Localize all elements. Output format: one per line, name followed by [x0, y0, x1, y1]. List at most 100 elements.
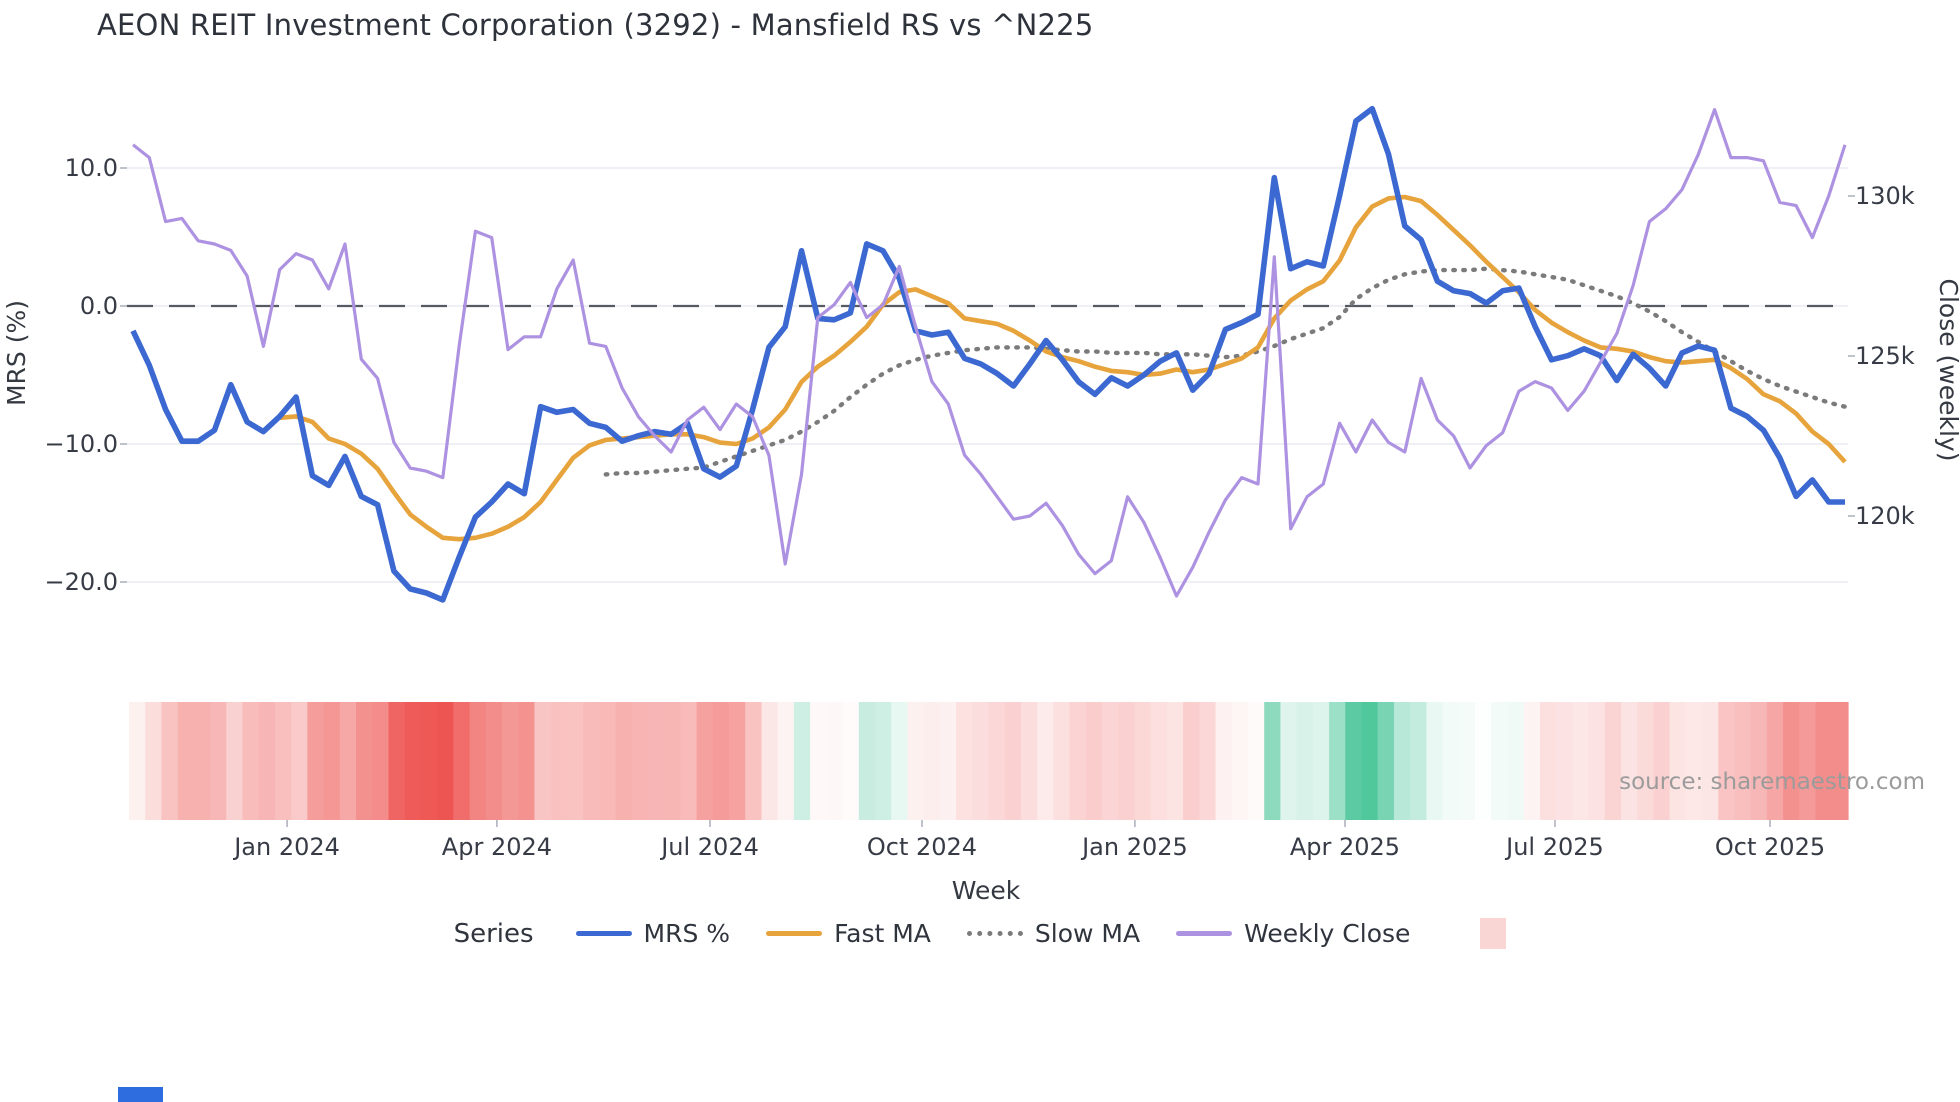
legend-item-mrs-[interactable]: MRS % [575, 919, 730, 948]
heatmap-cell [210, 702, 227, 820]
legend-swatch-icon [966, 931, 1023, 936]
heatmap-cell [177, 702, 195, 820]
heatmap-cell [923, 702, 941, 820]
heatmap-cell [502, 702, 519, 820]
heatmap-cell [875, 702, 892, 820]
x-tick-label: Jul 2024 [661, 833, 759, 861]
heatmap-cell [1426, 702, 1444, 820]
heatmap-cell [1507, 702, 1525, 820]
heatmap-cell [307, 702, 325, 820]
heatmap-cell [1199, 702, 1217, 820]
heatmap-cell [161, 702, 179, 820]
heatmap-cell [550, 702, 568, 820]
heatmap-cell [631, 702, 649, 820]
heatmap-cell [485, 702, 503, 820]
heatmap-cell [1815, 702, 1833, 820]
heatmap-cell [1312, 702, 1330, 820]
heatmap-cell [972, 702, 990, 820]
left-tick-label: −10.0 [44, 430, 118, 458]
legend-item-heatmap[interactable] [1446, 918, 1507, 949]
heatmap-cell [129, 702, 146, 820]
heatmap-cell [680, 702, 698, 820]
heatmap-cell [1410, 702, 1427, 820]
heatmap-cell [1458, 702, 1476, 820]
heatmap-cell [1799, 702, 1817, 820]
heatmap-cell [599, 702, 617, 820]
legend-item-label: Slow MA [1034, 919, 1141, 948]
heatmap-cell [469, 702, 487, 820]
x-tick-label: Oct 2024 [866, 833, 978, 861]
heatmap-cell [761, 702, 779, 820]
heatmap-cell [1102, 702, 1119, 820]
heatmap-cell [1377, 702, 1395, 820]
heatmap-cell [858, 702, 876, 820]
source-credit: source: sharemaestro.com [1619, 769, 1925, 795]
heatmap-cell [1166, 702, 1184, 820]
heatmap-cell [1702, 702, 1719, 820]
heatmap-cell [1572, 702, 1590, 820]
heatmap-cell [566, 702, 584, 820]
heatmap-cell [1264, 702, 1281, 820]
heatmap-cell [1053, 702, 1071, 820]
heatmap-cell [1020, 702, 1038, 820]
heatmap-cell [1669, 702, 1687, 820]
heatmap-cell [1150, 702, 1168, 820]
heatmap-cell [323, 702, 341, 820]
heatmap-cell [956, 702, 973, 820]
heatmap-cell [226, 702, 244, 820]
heatmap-cell [404, 702, 422, 820]
heatmap-cell [193, 702, 211, 820]
heatmap-cell [1329, 702, 1346, 820]
x-tick-label: Jul 2025 [1506, 833, 1604, 861]
heatmap-cell [1750, 702, 1768, 820]
x-tick-label: Apr 2025 [1289, 833, 1401, 861]
legend-swatch-icon [575, 931, 632, 936]
legend-item-weekly-close[interactable]: Weekly Close [1176, 919, 1410, 948]
heatmap-cell [275, 702, 292, 820]
bottom-left-blue-artifact [118, 1087, 163, 1102]
heatmap-cell [1037, 702, 1054, 820]
heatmap-cell [437, 702, 454, 820]
heatmap-cell [1183, 702, 1200, 820]
heatmap-cell [1783, 702, 1800, 820]
heatmap-cell [1345, 702, 1363, 820]
heatmap-cell [420, 702, 438, 820]
heatmap-cell [1653, 702, 1671, 820]
heatmap-cell [1523, 702, 1541, 820]
heatmap-cell [712, 702, 730, 820]
heatmap-cell [907, 702, 925, 820]
heatmap-cell [647, 702, 665, 820]
legend-item-label: Weekly Close [1244, 919, 1411, 948]
heatmap-cell [258, 702, 276, 820]
x-tick-label: Jan 2024 [234, 833, 340, 861]
heatmap-cell [1069, 702, 1087, 820]
legend-swatch-icon [766, 931, 823, 936]
legend-item-fast-ma[interactable]: Fast MA [766, 919, 931, 948]
x-tick-label: Jan 2025 [1082, 833, 1188, 861]
heatmap-cell [1134, 702, 1152, 820]
legend-swatch-icon [1480, 918, 1507, 949]
left-tick-label: 10.0 [64, 154, 118, 182]
slow-ma-line [603, 266, 1848, 477]
legend-item-slow-ma[interactable]: Slow MA [966, 919, 1141, 948]
heatmap-cell [793, 702, 811, 820]
heatmap-cell [1556, 702, 1573, 820]
right-tick-label: 125k [1855, 342, 1915, 370]
left-tick-label: 0.0 [79, 292, 118, 320]
x-tick-label: Oct 2025 [1714, 833, 1826, 861]
right-axis-title: Close (weekly) [1934, 278, 1960, 462]
heatmap-cell [810, 702, 827, 820]
heatmap-cell [1361, 702, 1379, 820]
right-tick-label: 120k [1855, 502, 1915, 530]
heatmap-cell [291, 702, 308, 820]
heatmap-cell [1685, 702, 1703, 820]
heatmap-cell [1231, 702, 1249, 820]
heatmap-cell [891, 702, 908, 820]
heatmap-cell [1475, 702, 1492, 820]
heatmap-cell [453, 702, 471, 820]
left-tick-label: −20.0 [44, 568, 118, 596]
heatmap-cell [729, 702, 746, 820]
heatmap-cell [1637, 702, 1654, 820]
heatmap-cell [356, 702, 373, 820]
